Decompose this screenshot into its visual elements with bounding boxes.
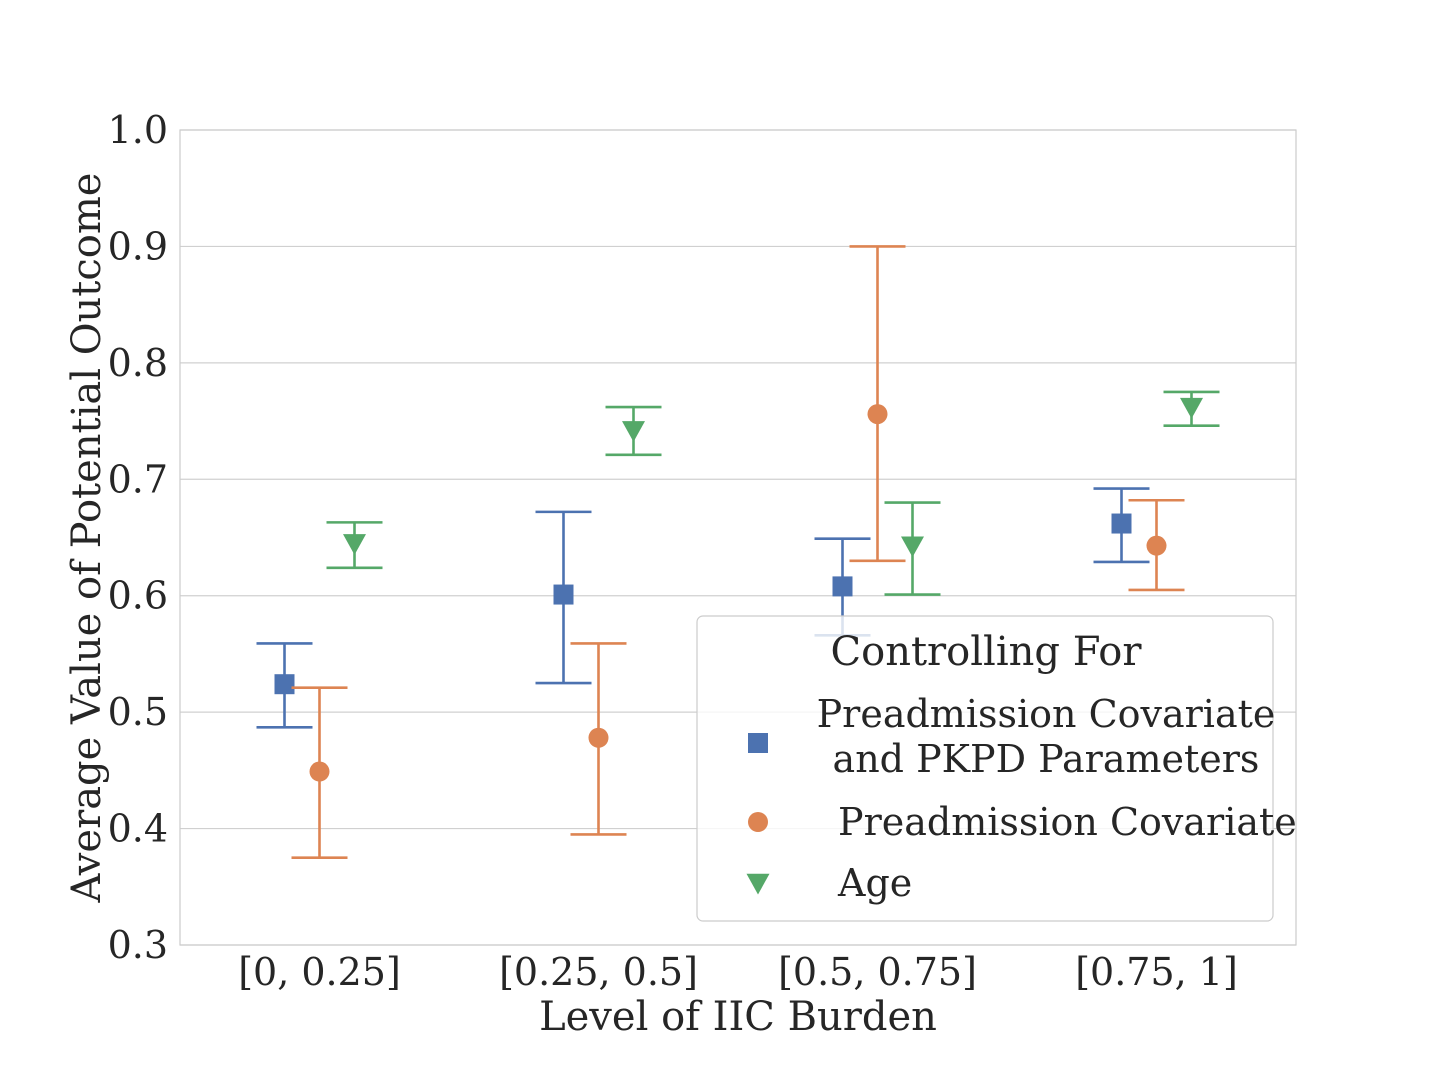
x-tick-label: [0.75, 1] [1075,950,1238,994]
x-axis-label: Level of IIC Burden [539,994,937,1040]
legend-label: Age [837,861,912,905]
x-tick-labels: [0, 0.25] [0.25, 0.5] [0.5, 0.75] [0.75, 1] [238,950,1238,994]
legend-title: Controlling For [831,629,1143,675]
y-tick-label: 0.6 [108,574,168,618]
y-tick-label: 0.3 [108,923,168,967]
x-tick-label: [0.25, 0.5] [499,950,698,994]
y-tick-label: 1.0 [108,108,168,152]
series-layer [256,245,1220,859]
data-point [901,536,924,558]
y-tick-label: 0.8 [108,341,168,385]
series-3 [326,390,1220,596]
x-tick-label: [0.5, 0.75] [778,950,977,994]
y-tick-label: 0.5 [108,690,168,734]
legend-entry-2: Preadmission Covariate [748,800,1297,844]
legend: Controlling For Preadmission Covariatean… [696,615,1297,922]
legend-box [696,615,1274,922]
data-point [309,761,330,782]
y-tick-labels: 0.3 0.4 0.5 0.6 0.7 0.8 0.9 1.0 [108,108,168,967]
legend-marker [746,873,770,895]
y-tick-label: 0.7 [108,457,168,501]
data-point [553,584,574,605]
legend-label-line2: and PKPD Parameters [833,737,1260,781]
data-point [343,534,366,555]
y-tick-label: 0.4 [108,807,168,851]
data-point [1111,513,1132,534]
legend-label-line1: Preadmission Covariate [817,692,1276,736]
legend-marker [748,812,768,832]
x-tick-label: [0, 0.25] [238,950,401,994]
legend-marker [748,733,768,753]
series-2 [291,245,1185,859]
data-point [832,576,853,597]
y-tick-label: 0.9 [108,224,168,268]
data-point [622,421,645,442]
data-point [1180,397,1203,419]
data-point [274,674,295,695]
plot-frame [179,129,1297,946]
data-point [867,404,888,425]
series-1 [256,487,1150,729]
data-point [588,727,609,748]
legend-entry-3: Age [746,861,912,905]
y-axis-label: Average Value of Potential Outcome [64,173,110,904]
legend-label: Preadmission Covariate [838,800,1297,844]
data-point [1146,535,1167,556]
